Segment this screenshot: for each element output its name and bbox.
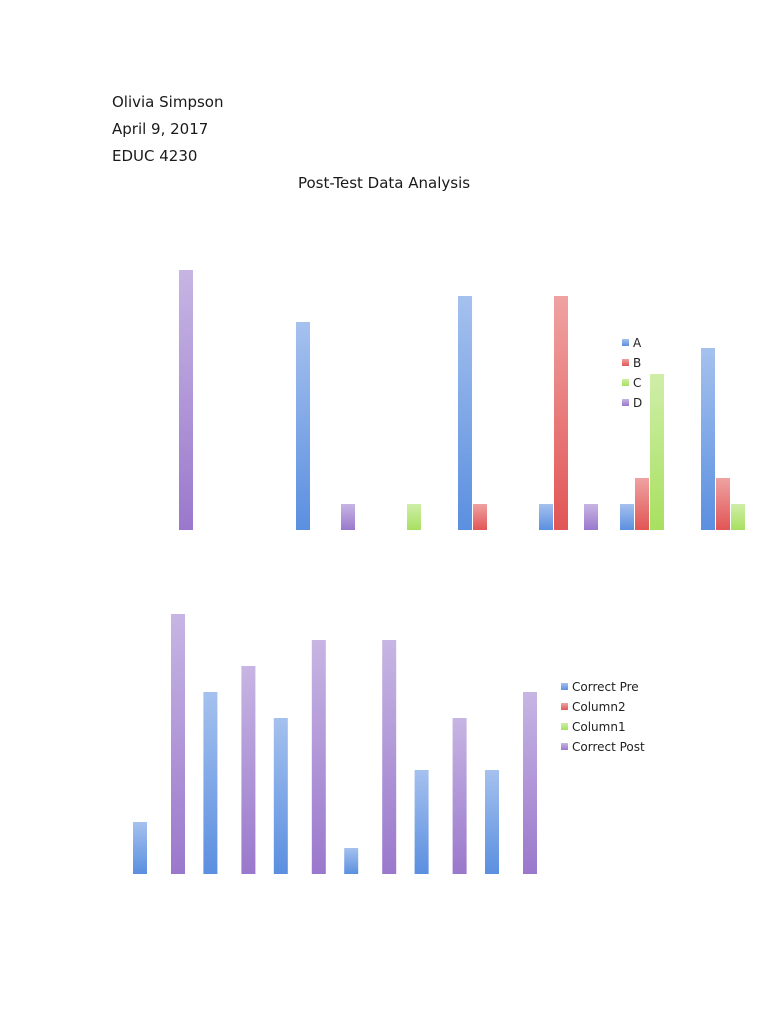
bar-b-4 <box>473 504 487 530</box>
legend-label-d: D <box>633 396 642 410</box>
legend-label-column2: Column2 <box>572 700 626 714</box>
bar-correct-pre-2 <box>203 692 218 874</box>
bar-c-6 <box>650 374 664 530</box>
document-date: April 9, 2017 <box>112 120 209 138</box>
legend-swatch-column1 <box>561 723 568 730</box>
bar-correct-post-2 <box>241 666 256 874</box>
bar-correct-post-6 <box>523 692 537 874</box>
bar-correct-pre-1 <box>133 822 147 874</box>
bar-correct-post-5 <box>452 718 467 874</box>
legend-label-column1: Column1 <box>572 720 626 734</box>
legend-label-b: B <box>633 356 641 370</box>
bar-b-5 <box>554 296 568 530</box>
course-code: EDUC 4230 <box>112 147 198 165</box>
legend-swatch-column2 <box>561 703 568 710</box>
legend-swatch-c <box>622 379 629 386</box>
legend-swatch-a <box>622 339 629 346</box>
bar-a-4 <box>458 296 472 530</box>
bar-a-7 <box>701 348 715 530</box>
correct-pre-post-chart: Correct Pre Column2 Column1 Correct Post <box>133 614 645 874</box>
bar-correct-pre-6 <box>485 770 499 874</box>
legend-label-correct-post: Correct Post <box>572 740 645 754</box>
bar-b-6 <box>635 478 649 530</box>
bar-correct-post-4 <box>382 640 397 874</box>
legend-label-correct-pre: Correct Pre <box>572 680 639 694</box>
bar-correct-pre-3 <box>273 718 288 874</box>
bar-d-1 <box>179 270 193 530</box>
bar-c-3 <box>407 504 421 530</box>
document-title: Post-Test Data Analysis <box>297 174 471 192</box>
legend-label-a: A <box>633 336 642 350</box>
bar-c-7 <box>731 504 745 530</box>
bar-a-5 <box>539 504 553 530</box>
bar-correct-pre-4 <box>344 848 359 874</box>
author-name: Olivia Simpson <box>112 93 224 111</box>
legend-swatch-correct-post <box>561 743 568 750</box>
bar-a-6 <box>620 504 634 530</box>
legend-swatch-correct-pre <box>561 683 568 690</box>
legend-label-c: C <box>633 376 641 390</box>
bar-correct-pre-5 <box>414 770 429 874</box>
bar-correct-post-1 <box>171 614 185 874</box>
legend-swatch-b <box>622 359 629 366</box>
bar-b-7 <box>716 478 730 530</box>
bar-a-2 <box>296 322 310 530</box>
bar-correct-post-3 <box>311 640 326 874</box>
bar-d-6 <box>584 504 598 530</box>
legend-swatch-d <box>622 399 629 406</box>
bar-d-3 <box>341 504 355 530</box>
